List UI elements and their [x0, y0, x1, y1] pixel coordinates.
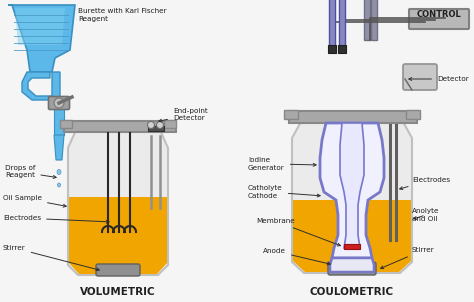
Polygon shape	[68, 130, 168, 275]
Polygon shape	[330, 258, 374, 272]
Bar	[148, 126, 164, 131]
FancyBboxPatch shape	[96, 264, 140, 276]
Polygon shape	[320, 123, 384, 258]
Text: COULOMETRIC: COULOMETRIC	[310, 287, 394, 297]
Text: Membrane: Membrane	[256, 218, 340, 246]
FancyBboxPatch shape	[328, 262, 376, 275]
Text: Anolyte
and Oil: Anolyte and Oil	[412, 208, 439, 222]
Bar	[406, 110, 420, 119]
FancyBboxPatch shape	[64, 121, 176, 132]
Circle shape	[147, 121, 155, 128]
Bar	[60, 120, 72, 128]
Polygon shape	[22, 72, 60, 100]
Bar	[284, 110, 298, 119]
Polygon shape	[293, 200, 411, 272]
Bar	[54, 100, 64, 135]
Text: Oil Sample: Oil Sample	[3, 195, 66, 207]
Bar	[338, 45, 346, 53]
Circle shape	[54, 98, 64, 108]
Text: Detector: Detector	[409, 76, 469, 82]
Text: Catholyte
Cathode: Catholyte Cathode	[248, 185, 320, 198]
Bar	[164, 120, 176, 128]
FancyBboxPatch shape	[48, 97, 70, 110]
Polygon shape	[292, 120, 412, 273]
Bar	[328, 45, 336, 53]
Bar	[339, 0, 345, 50]
Polygon shape	[15, 8, 65, 45]
FancyBboxPatch shape	[409, 9, 469, 29]
Polygon shape	[69, 197, 167, 274]
Text: Stirrer: Stirrer	[381, 247, 435, 269]
Text: Stirrer: Stirrer	[3, 245, 99, 271]
FancyBboxPatch shape	[403, 64, 437, 90]
Circle shape	[156, 121, 164, 128]
Bar	[371, 0, 377, 40]
FancyBboxPatch shape	[289, 111, 417, 123]
Polygon shape	[8, 5, 75, 72]
Text: VOLUMETRIC: VOLUMETRIC	[80, 287, 156, 297]
Text: Iodine
Generator: Iodine Generator	[248, 157, 316, 171]
Text: Burette with Karl Fischer
Reagent: Burette with Karl Fischer Reagent	[78, 8, 167, 21]
Bar	[364, 0, 370, 40]
Polygon shape	[54, 135, 64, 160]
Bar	[329, 0, 335, 50]
Bar	[344, 244, 360, 249]
Ellipse shape	[57, 183, 61, 187]
Text: Drops of
Reagent: Drops of Reagent	[5, 165, 56, 178]
Text: Electrodes: Electrodes	[3, 215, 109, 223]
Text: End-point
Detector: End-point Detector	[159, 108, 208, 122]
Text: CONTROL: CONTROL	[417, 10, 461, 19]
Ellipse shape	[57, 169, 61, 175]
Text: Anode: Anode	[263, 248, 330, 265]
Polygon shape	[340, 123, 364, 248]
Text: Electrodes: Electrodes	[400, 177, 450, 190]
